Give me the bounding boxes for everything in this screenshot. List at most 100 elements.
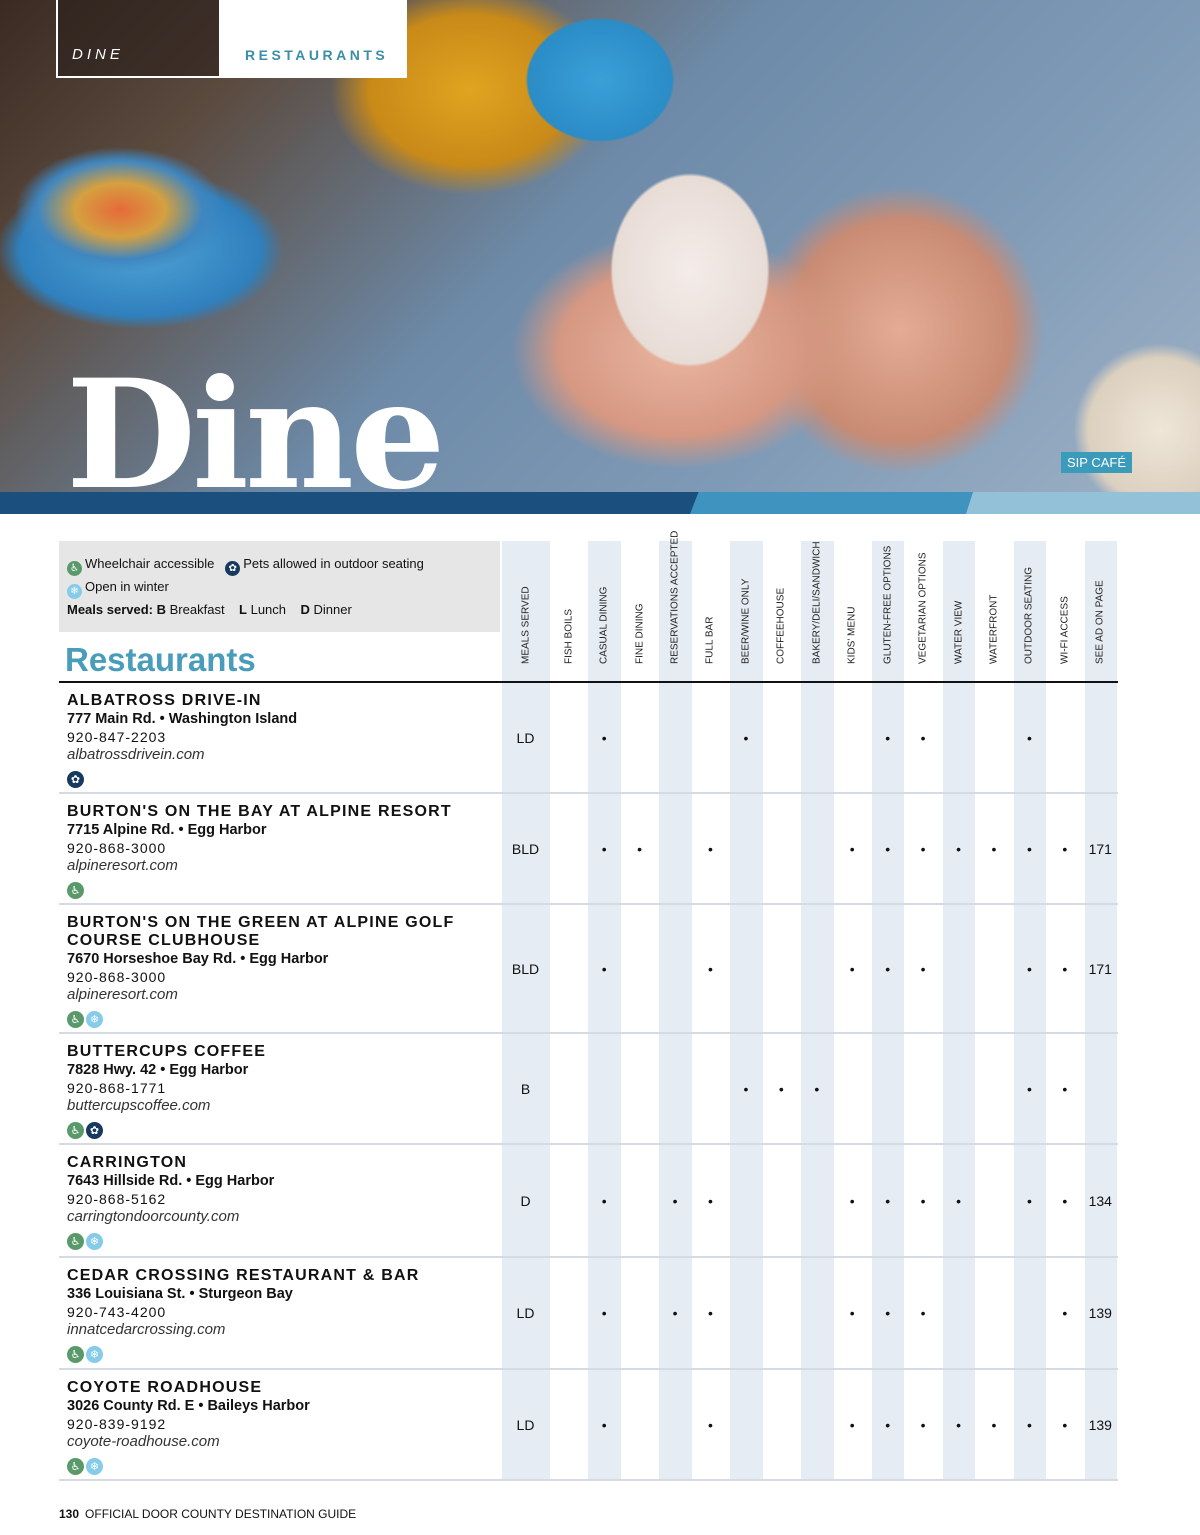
feature-dot: •: [1062, 960, 1068, 977]
table-row: BUTTERCUPS COFFEE 7828 Hwy. 42 • Egg Harb…: [59, 1034, 1118, 1145]
feature-dot: •: [1062, 840, 1068, 857]
meal-label: Breakfast: [169, 602, 225, 617]
table-row: COYOTE ROADHOUSE 3026 County Rd. E • Bail…: [59, 1370, 1118, 1481]
restaurant-phone[interactable]: 920-839-9192: [67, 1416, 167, 1432]
restaurant-website[interactable]: carringtondoorcounty.com: [67, 1208, 240, 1225]
feature-dot: •: [1062, 1416, 1068, 1433]
ad-page-link[interactable]: 171: [1088, 840, 1112, 857]
column-header-label: GLUTEN-FREE OPTIONS: [882, 545, 894, 664]
feature-dot: •: [601, 1192, 607, 1209]
restaurant-name: BURTON'S ON THE GREEN AT ALPINE GOLF COU…: [67, 914, 455, 949]
meals-served: LD: [516, 729, 535, 746]
restaurant-phone[interactable]: 920-868-5162: [67, 1191, 167, 1207]
restaurant-name: BURTON'S ON THE BAY AT ALPINE RESORT: [67, 803, 452, 820]
legend-wheelchair: Wheelchair accessible: [85, 556, 215, 571]
amenity-icons: ✿: [67, 767, 489, 788]
feature-dot: •: [920, 960, 926, 977]
column-header-label: CASUAL DINING: [598, 586, 610, 664]
wheelchair-icon: ♿: [67, 882, 84, 899]
ad-page-link[interactable]: 139: [1088, 1416, 1112, 1433]
column-header: OUTDOOR SEATING: [1012, 545, 1047, 675]
column-header-label: BEER/WINE ONLY: [740, 578, 752, 664]
restaurant-address: 336 Louisiana St. • Sturgeon Bay: [67, 1286, 293, 1302]
feature-dot: •: [885, 1416, 891, 1433]
feature-dot: •: [708, 960, 713, 977]
ad-page-link[interactable]: 171: [1088, 960, 1112, 977]
feature-dot: •: [1062, 1192, 1068, 1209]
restaurant-phone[interactable]: 920-743-4200: [67, 1304, 167, 1320]
paw-icon: ✿: [86, 1122, 103, 1139]
restaurant-phone[interactable]: 920-868-1771: [67, 1080, 167, 1096]
column-header: FISH BOILS: [551, 545, 586, 675]
feature-dot: •: [601, 729, 607, 746]
table-row: ALBATROSS DRIVE-IN 777 Main Rd. • Washing…: [59, 683, 1118, 794]
restaurant-phone[interactable]: 920-868-3000: [67, 840, 167, 856]
category-label: RESTAURANTS: [245, 47, 389, 63]
feature-dot: •: [849, 1192, 855, 1209]
restaurant-website[interactable]: alpineresort.com: [67, 857, 178, 874]
column-header-label: KIDS' MENU: [846, 606, 858, 664]
decorative-band: [690, 492, 975, 514]
table-row: CEDAR CROSSING RESTAURANT & BAR 336 Louis…: [59, 1258, 1118, 1370]
column-stripe: [730, 541, 763, 1481]
wheelchair-icon: ♿: [67, 1458, 84, 1475]
restaurant-website[interactable]: albatrossdrivein.com: [67, 746, 205, 763]
feature-dot: •: [1062, 1305, 1068, 1321]
feature-dot: •: [601, 960, 607, 977]
feature-dot: •: [1026, 1192, 1032, 1209]
wheelchair-icon: ♿: [67, 561, 82, 576]
meals-served: BLD: [511, 840, 540, 857]
column-header: FULL BAR: [693, 545, 728, 675]
column-header: KIDS' MENU: [835, 545, 870, 675]
feature-dot: •: [885, 960, 891, 977]
feature-dot: •: [1026, 1416, 1032, 1433]
feature-dot: •: [885, 1305, 891, 1321]
feature-dot: •: [1026, 960, 1032, 977]
feature-dot: •: [601, 840, 607, 857]
column-header: CASUAL DINING: [586, 545, 621, 675]
column-header: MEALS SERVED: [500, 545, 551, 675]
feature-dot: •: [920, 729, 926, 746]
restaurant-website[interactable]: alpineresort.com: [67, 986, 178, 1003]
column-header: RESERVATIONS ACCEPTED: [657, 531, 692, 675]
feature-dot: •: [743, 729, 749, 746]
column-header-label: FISH BOILS: [563, 608, 575, 664]
restaurant-website[interactable]: innatcedarcrossing.com: [67, 1321, 226, 1338]
restaurant-phone[interactable]: 920-868-3000: [67, 969, 167, 985]
feature-dot: •: [1026, 729, 1032, 746]
restaurant-website[interactable]: coyote-roadhouse.com: [67, 1433, 220, 1450]
feature-dot: •: [920, 1192, 926, 1209]
restaurant-website[interactable]: buttercupscoffee.com: [67, 1097, 211, 1114]
table-row: CARRINGTON 7643 Hillside Rd. • Egg Harbor…: [59, 1145, 1118, 1258]
amenity-icons: ♿ ❄: [67, 1454, 489, 1475]
header-rule: [59, 681, 1118, 683]
photo-caption: SIP CAFÉ: [1061, 452, 1133, 473]
restaurant-info: BURTON'S ON THE GREEN AT ALPINE GOLF COU…: [59, 905, 489, 1032]
publication-name: OFFICIAL DOOR COUNTY DESTINATION GUIDE: [85, 1507, 357, 1521]
restaurant-info: CARRINGTON 7643 Hillside Rd. • Egg Harbor…: [59, 1145, 489, 1254]
ad-page-link[interactable]: 139: [1088, 1305, 1112, 1321]
ad-page-link[interactable]: 134: [1088, 1192, 1112, 1209]
column-header-label: WATER VIEW: [953, 600, 965, 664]
legend-pets: Pets allowed in outdoor seating: [243, 556, 424, 571]
snowflake-icon: ❄: [67, 584, 82, 599]
meal-code: B: [156, 602, 167, 617]
column-stripe: [801, 541, 834, 1481]
column-header: SEE AD ON PAGE: [1083, 545, 1118, 675]
column-header-label: FINE DINING: [634, 603, 646, 664]
feature-dot: •: [849, 960, 855, 977]
restaurant-info: COYOTE ROADHOUSE 3026 County Rd. E • Bail…: [59, 1370, 489, 1479]
column-header-label: SEE AD ON PAGE: [1094, 580, 1106, 664]
column-header: WATER VIEW: [941, 545, 976, 675]
wheelchair-icon: ♿: [67, 1233, 84, 1250]
feature-dot: •: [708, 840, 713, 857]
column-stripe: [588, 541, 621, 1481]
restaurant-phone[interactable]: 920-847-2203: [67, 729, 167, 745]
meal-code: D: [300, 602, 310, 617]
feature-dot: •: [778, 1080, 784, 1097]
feature-dot: •: [743, 1080, 749, 1097]
column-stripe: [1013, 541, 1047, 1481]
column-header-label: FULL BAR: [704, 616, 716, 664]
restaurant-info: CEDAR CROSSING RESTAURANT & BAR 336 Louis…: [59, 1258, 489, 1367]
column-header-label: COFFEEHOUSE: [775, 587, 787, 664]
